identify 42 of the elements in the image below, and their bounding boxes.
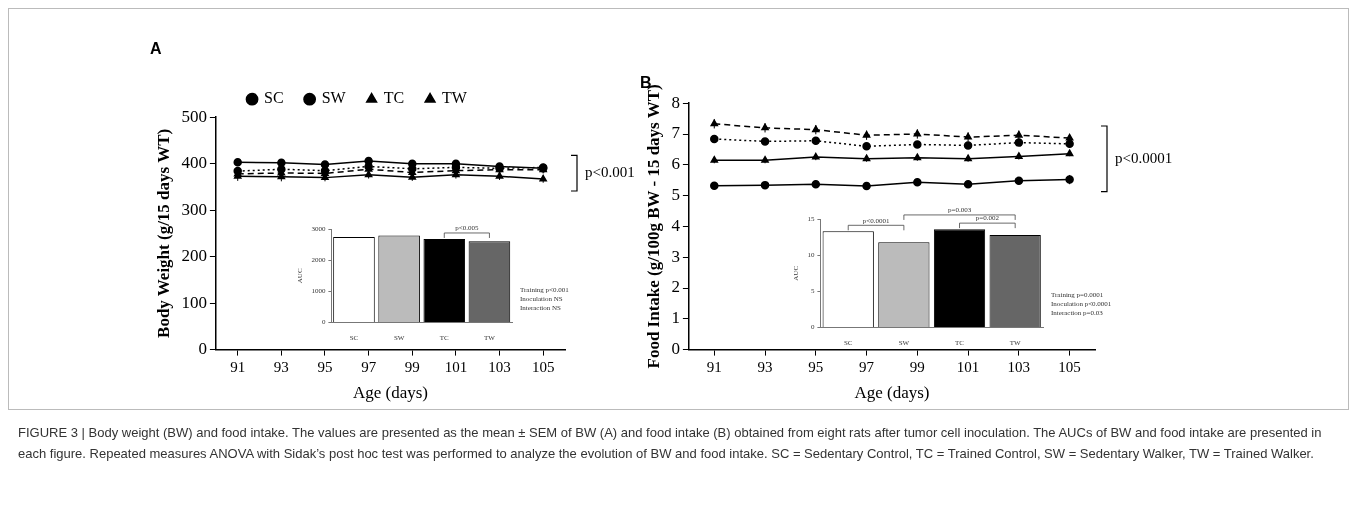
legend-label: TC (383, 89, 405, 107)
x-axis-title: Age (days) (352, 383, 428, 403)
x-tick-label: 103 (1007, 358, 1031, 375)
x-tick-label: 91 (230, 358, 246, 375)
y-axis-title: Body Weight (g/15 days WT) (153, 128, 173, 338)
y-tick-label: 8 (671, 92, 680, 112)
caption: FIGURE 3 | Body weight (BW) and food intake. The values are presented as the mean ± SEM of BW (A) and food intake (B) obtained from eight rats after tumor cell inoculation. The AUCs of BW and food intake are presented in each figure. Repeated measures ANOVA with Sidak’s post hoc test was performed to analyze the evolution of BW and food intake. SC = Sedentary Control, TC = Trained Control, SW = Sedentary Walker, TW = Trained Walker. (18, 424, 1323, 463)
legend-label: SC (264, 89, 284, 107)
y-tick-label: 200 (181, 246, 207, 266)
legend-label: SW (321, 89, 347, 107)
y-tick-label: 6 (671, 154, 680, 174)
x-tick-label: 95 (317, 358, 333, 375)
y-tick-label: 7 (671, 123, 681, 143)
legend-label: TW (442, 89, 468, 107)
x-tick-label: 105 (531, 358, 555, 375)
x-tick-label: 103 (488, 358, 511, 375)
y-tick-label: 2 (671, 277, 680, 297)
y-tick-label: 400 (181, 153, 207, 173)
y-tick-label: 3 (671, 246, 680, 266)
y-tick-label: 300 (181, 199, 207, 219)
y-tick-label: 100 (181, 292, 207, 312)
text: p<0.001 (585, 164, 635, 181)
y-tick-label: 5 (671, 185, 680, 205)
text: p<0.0001 (1115, 149, 1173, 166)
x-axis-title: Age (days) (854, 383, 930, 403)
y-tick-label: 0 (671, 339, 680, 359)
x-tick-label: 95 (808, 358, 824, 375)
x-tick-label: 105 (1058, 358, 1081, 375)
y-tick-label: 500 (181, 106, 207, 126)
x-tick-label: 93 (273, 358, 289, 375)
x-tick-label: 99 (909, 358, 925, 375)
x-tick-label: 99 (404, 358, 420, 375)
y-tick-label: 0 (198, 339, 207, 359)
y-tick-label: 1 (671, 308, 680, 328)
x-tick-label: 91 (706, 358, 722, 375)
x-tick-label: 97 (361, 358, 377, 375)
x-tick-label: 97 (859, 358, 875, 375)
x-tick-label: 93 (757, 358, 773, 375)
chart-title: A (150, 40, 162, 58)
x-tick-label: 101 (444, 358, 468, 375)
y-tick-label: 4 (671, 215, 681, 235)
x-tick-label: 101 (956, 358, 980, 375)
